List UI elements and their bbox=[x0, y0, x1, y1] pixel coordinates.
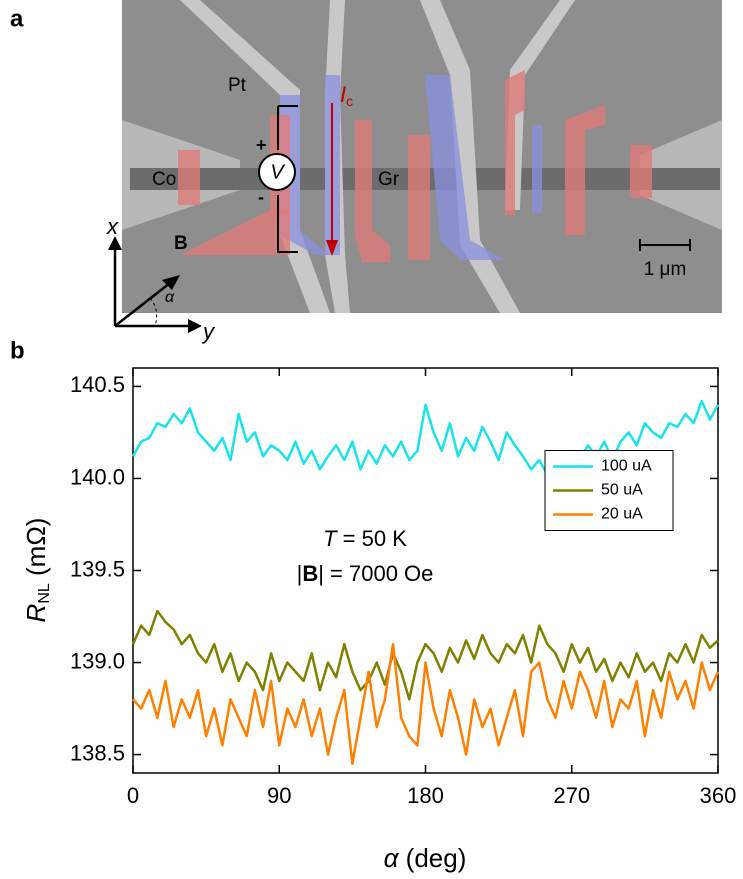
x-tick-label: 0 bbox=[127, 783, 139, 808]
annotation-part: T bbox=[323, 526, 338, 551]
image-label: Pt bbox=[228, 75, 247, 96]
x-tick-label: 180 bbox=[407, 783, 444, 808]
y-tick-label: 140.0 bbox=[70, 464, 125, 489]
image-label: Co bbox=[152, 169, 176, 190]
y-label-symbol: R bbox=[21, 604, 51, 623]
annotation-part: B bbox=[302, 561, 318, 586]
data-line bbox=[132, 642, 720, 766]
annotation: T = 50 K bbox=[323, 526, 407, 551]
panel-label: b bbox=[10, 337, 25, 364]
current-label: I bbox=[340, 82, 346, 107]
image-label: + bbox=[256, 135, 267, 155]
y-label-unit: (mΩ) bbox=[21, 518, 51, 584]
scale-bar-label: 1 μm bbox=[644, 259, 687, 280]
current-sub: c bbox=[346, 93, 353, 109]
sem-image bbox=[122, 0, 722, 313]
legend: 100 uA 50 uA 20 uA bbox=[544, 450, 674, 531]
panel-label: a bbox=[10, 5, 24, 32]
y-label-sub: NL bbox=[36, 583, 53, 604]
data-line bbox=[131, 609, 719, 701]
annotation: |B| = 7000 Oe bbox=[297, 561, 434, 586]
x-tick-label: 270 bbox=[553, 783, 590, 808]
x-tick-label: 90 bbox=[267, 783, 291, 808]
axis-name: x bbox=[106, 214, 119, 239]
x-tick-label: 360 bbox=[700, 783, 737, 808]
y-tick-label: 139.0 bbox=[70, 648, 125, 673]
y-tick-label: 138.5 bbox=[70, 740, 125, 765]
image-label: Ic bbox=[340, 82, 353, 109]
legend-label: 20 uA bbox=[601, 506, 643, 523]
legend-label: 50 uA bbox=[601, 482, 643, 499]
x-label-unit: (deg) bbox=[398, 843, 466, 873]
image-label: Gr bbox=[378, 169, 400, 190]
annotation-part: | bbox=[297, 561, 303, 586]
legend-label: 100 uA bbox=[601, 458, 652, 475]
y-tick-label: 139.5 bbox=[70, 556, 125, 581]
annotation-part: | = 7000 Oe bbox=[318, 561, 433, 586]
image-label: - bbox=[258, 187, 264, 207]
y-tick-label: 140.5 bbox=[70, 372, 125, 397]
coordinate-axes bbox=[108, 236, 202, 333]
voltmeter-label: V bbox=[270, 161, 285, 183]
angle-label: α bbox=[165, 289, 175, 306]
data-line bbox=[131, 399, 720, 477]
axis-name: y bbox=[201, 319, 216, 344]
x-label-symbol: α bbox=[384, 843, 400, 873]
y-axis-label: RNL (mΩ) bbox=[21, 518, 53, 623]
annotation-part: = 50 K bbox=[337, 526, 408, 551]
image-label: B bbox=[174, 233, 188, 254]
x-axis-label: α (deg) bbox=[384, 843, 467, 873]
